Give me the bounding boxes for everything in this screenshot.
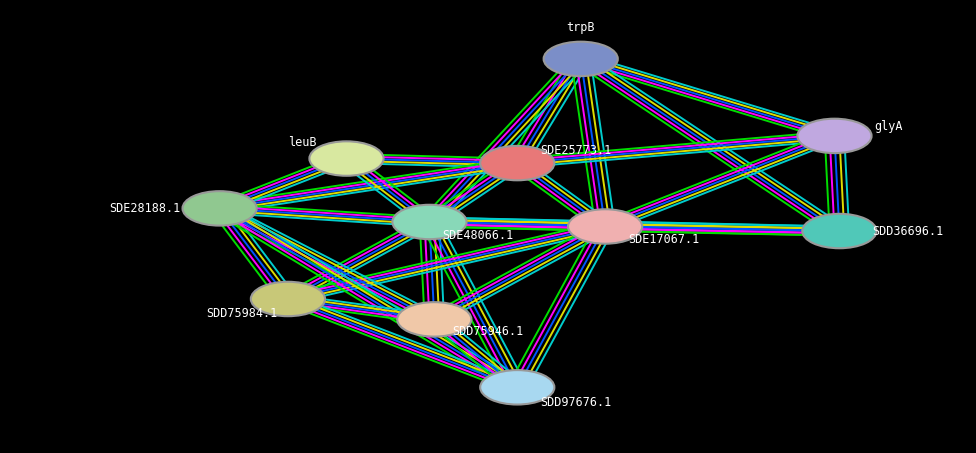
Circle shape xyxy=(183,191,257,226)
Text: SDD97676.1: SDD97676.1 xyxy=(540,396,612,409)
Circle shape xyxy=(309,141,384,176)
Text: trpB: trpB xyxy=(566,21,595,34)
Text: glyA: glyA xyxy=(874,120,903,133)
Circle shape xyxy=(392,205,467,239)
Text: SDE25773.1: SDE25773.1 xyxy=(540,144,612,157)
Circle shape xyxy=(797,119,872,153)
Text: SDD75984.1: SDD75984.1 xyxy=(206,307,278,320)
Circle shape xyxy=(544,42,618,76)
Text: leuB: leuB xyxy=(288,136,317,149)
Text: SDE28188.1: SDE28188.1 xyxy=(108,202,181,215)
Circle shape xyxy=(568,209,642,244)
Circle shape xyxy=(251,282,325,316)
Circle shape xyxy=(802,214,876,248)
Text: SDD36696.1: SDD36696.1 xyxy=(872,225,944,237)
Circle shape xyxy=(397,302,471,337)
Text: SDD75946.1: SDD75946.1 xyxy=(452,325,524,338)
Text: SDE17067.1: SDE17067.1 xyxy=(628,233,700,246)
Circle shape xyxy=(480,370,554,405)
Circle shape xyxy=(480,146,554,180)
Text: SDE48066.1: SDE48066.1 xyxy=(442,229,514,242)
